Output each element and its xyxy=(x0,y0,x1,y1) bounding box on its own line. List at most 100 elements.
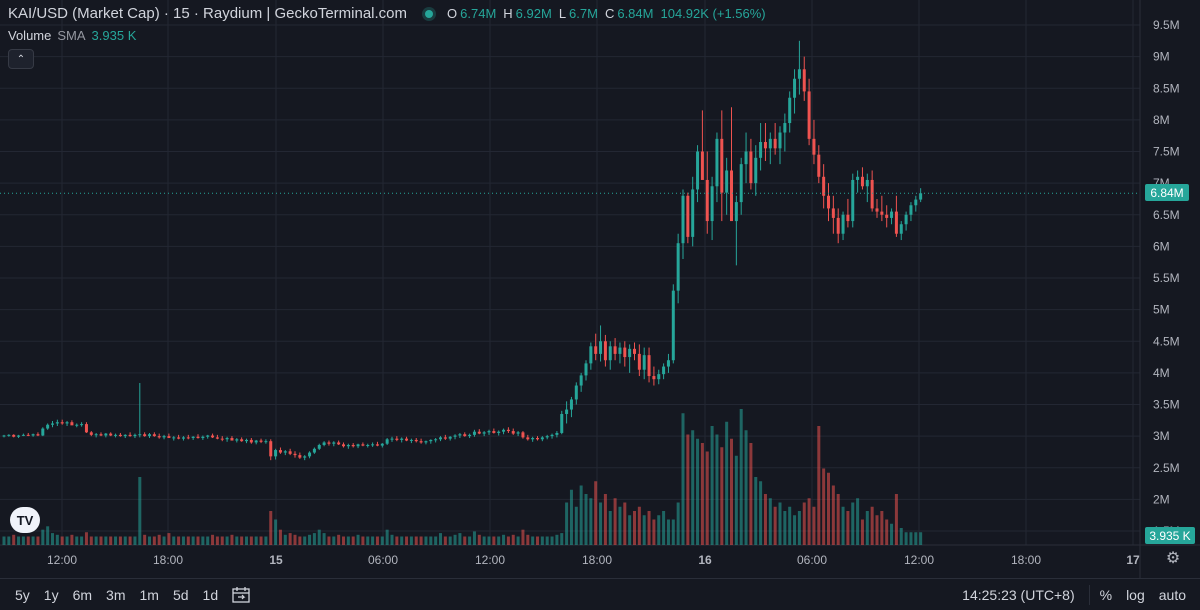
volume-bar xyxy=(303,536,307,545)
volume-bar xyxy=(822,468,826,545)
candle-body xyxy=(909,205,913,215)
tradingview-logo-icon[interactable]: TV xyxy=(10,507,40,533)
candle-body xyxy=(599,341,603,354)
candle-body xyxy=(831,208,835,218)
candle-body xyxy=(366,444,370,446)
volume-bar xyxy=(405,536,409,545)
volume-bar xyxy=(109,536,113,545)
volume-bar xyxy=(526,534,530,545)
chevron-up-icon[interactable]: ⌃ xyxy=(8,49,34,69)
candle-body xyxy=(434,439,438,441)
volume-bar xyxy=(12,534,16,545)
range-1m[interactable]: 1m xyxy=(139,586,159,603)
percent-toggle[interactable]: % xyxy=(1099,586,1113,603)
candle-body xyxy=(351,444,355,447)
candle-body xyxy=(346,444,350,447)
price-tick-label: 9.5M xyxy=(1153,18,1180,32)
candle-body xyxy=(506,429,510,432)
candle-body xyxy=(681,195,685,244)
volume-bar xyxy=(710,426,714,545)
candle-body xyxy=(89,432,93,435)
candle-body xyxy=(65,422,69,424)
candle-body xyxy=(822,176,826,196)
volume-bar xyxy=(516,536,520,545)
candle-body xyxy=(298,455,302,458)
candle-body xyxy=(385,439,389,444)
candle-body xyxy=(720,138,724,193)
candle-body xyxy=(851,179,855,222)
volume-bar xyxy=(283,534,287,545)
volume-bar xyxy=(472,531,476,545)
range-5d[interactable]: 5d xyxy=(172,586,189,603)
volume-bar xyxy=(555,534,559,545)
candle-body xyxy=(788,97,792,124)
price-axis[interactable]: 9.5M9M8.5M8M7.5M7M6.5M6M5.5M5M4.5M4M3.5M… xyxy=(1153,18,1180,538)
candle-body xyxy=(676,243,680,291)
calendar-goto-icon[interactable] xyxy=(231,586,251,604)
volume-bar xyxy=(201,536,205,545)
candle-body xyxy=(46,424,50,429)
range-1d[interactable]: 1d xyxy=(202,586,219,603)
volume-bar xyxy=(55,534,59,545)
volume-bar xyxy=(846,511,850,545)
volume-bar xyxy=(317,529,321,545)
candle-body xyxy=(419,441,423,443)
price-tick-label: 2M xyxy=(1153,492,1170,506)
candle-body xyxy=(337,442,341,445)
range-3m[interactable]: 3m xyxy=(106,586,126,603)
volume-bar xyxy=(84,532,88,545)
gear-icon[interactable]: ⚙ xyxy=(1165,550,1181,567)
divider xyxy=(1088,584,1090,605)
high-label: H xyxy=(503,6,513,21)
volume-bar xyxy=(439,533,442,545)
volume-bar xyxy=(298,536,302,545)
symbol-title[interactable]: KAI/USD (Market Cap) · 15 · Raydium | Ge… xyxy=(8,5,408,22)
candle-body xyxy=(603,341,607,361)
volume-bar xyxy=(890,523,894,545)
volume-bar xyxy=(885,519,889,545)
auto-toggle[interactable]: auto xyxy=(1158,586,1186,603)
time-axis[interactable]: 12:00 18:00 15 06:00 12:00 18:00 16 06:00 12:00 1… xyxy=(47,553,1140,567)
volume-bar xyxy=(26,536,30,545)
volume-bar xyxy=(909,532,913,545)
volume-bar xyxy=(46,526,50,545)
candle-body xyxy=(395,438,399,440)
candle-body xyxy=(812,138,816,155)
candle-body xyxy=(191,436,195,439)
volume-bar xyxy=(628,515,632,545)
volume-bar xyxy=(778,502,782,545)
candle-body xyxy=(899,224,903,234)
volume-bar xyxy=(215,536,219,545)
candle-body xyxy=(894,211,898,234)
candle-body xyxy=(99,434,103,436)
range-6m[interactable]: 6m xyxy=(72,586,93,603)
range-1y[interactable]: 1y xyxy=(43,586,59,603)
volume-bar xyxy=(17,536,21,545)
candle-body xyxy=(162,436,166,438)
candle-body xyxy=(133,434,137,437)
candle-body xyxy=(424,441,428,443)
log-toggle[interactable]: log xyxy=(1126,586,1145,603)
volume-bar xyxy=(167,533,171,545)
range-5y[interactable]: 5y xyxy=(15,586,30,603)
volume-bar xyxy=(162,536,166,545)
candle-body xyxy=(148,434,151,437)
volume-label: Volume xyxy=(8,28,52,43)
candle-body xyxy=(409,439,413,441)
volume-bar xyxy=(220,536,224,545)
candle-body xyxy=(269,441,273,457)
volume-bar xyxy=(797,511,801,545)
candle-body xyxy=(312,448,316,453)
volume-bar xyxy=(594,481,598,545)
volume-bar xyxy=(191,536,195,545)
volume-bar xyxy=(681,413,685,545)
volume-legend[interactable]: Volume SMA 3.935 K xyxy=(8,28,136,43)
volume-bar xyxy=(453,534,457,545)
candle-body xyxy=(220,438,224,440)
candle-body xyxy=(94,434,98,436)
clock[interactable]: 14:25:23 (UTC+8) xyxy=(962,586,1075,603)
candle-body xyxy=(327,442,331,444)
volume-bar xyxy=(380,536,384,545)
price-tick-label: 5M xyxy=(1153,303,1170,317)
